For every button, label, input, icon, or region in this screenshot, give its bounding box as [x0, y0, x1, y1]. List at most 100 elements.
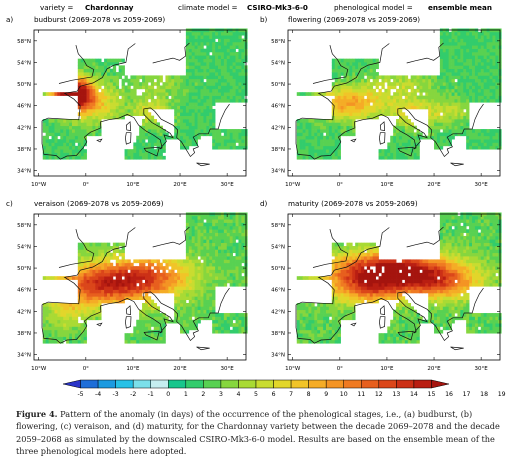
latitude-tick-label: 34°N — [271, 169, 285, 175]
longitude-tick-label: 20°E — [173, 366, 187, 372]
latitude-tick-label: 34°N — [271, 353, 285, 359]
colorbar-swatch — [97, 379, 116, 389]
map-frame — [287, 213, 501, 361]
latitude-tick-label: 42°N — [271, 309, 285, 315]
latitude-tick-label: 46°N — [271, 104, 285, 110]
map-panel-maturity: d) maturity (2069-2078 vs 2059-2069) 58°… — [258, 198, 508, 384]
colorbar-tick-label: 19 — [498, 391, 506, 398]
budburst-anomaly-map: 58°N 54°N 50°N 46°N 42°N 38°N 34°N 10°W 0° 10°E 20… — [17, 28, 248, 188]
colorbar-swatch — [150, 379, 169, 389]
panel-title: a) budburst (2069-2078 vs 2059-2069) — [4, 14, 254, 26]
latitude-tick-label: 50°N — [271, 266, 285, 272]
maturity-anomaly-map: 58°N 54°N 50°N 46°N 42°N 38°N 34°N 10°W 0° 10°E 20… — [271, 212, 502, 372]
phenological-model-value: ensemble mean — [428, 3, 492, 12]
map-frame — [33, 29, 247, 177]
latitude-tick-label: 58°N — [17, 223, 31, 229]
latitude-ticks: 58°N 54°N 50°N 46°N 42°N 38°N 34°N — [17, 39, 246, 175]
colorbar-swatch — [273, 379, 292, 389]
colorbar: -5 -4 -3 -2 -1 0 1 2 3 4 5 6 7 8 9 10 11 12 13 14 15 16 17 18 19… — [62, 379, 506, 398]
colorbar-tick-label: 12 — [375, 391, 383, 398]
colorbar-swatch — [62, 379, 81, 389]
longitude-tick-label: 20°E — [427, 182, 441, 188]
latitude-ticks: 58°N 54°N 50°N 46°N 42°N 38°N 34°N — [271, 39, 500, 175]
colorbar-swatch — [325, 379, 344, 389]
coastline — [295, 42, 484, 167]
colorbar-swatch — [203, 379, 222, 389]
colorbar-tick-label: 11 — [357, 391, 365, 398]
longitude-ticks: 10°W 0° 10°E 20°E 30°E — [31, 30, 234, 188]
colorbar-tick-label: 8 — [307, 391, 311, 398]
colorbar-swatch — [361, 379, 380, 389]
longitude-tick-label: 30°E — [221, 366, 235, 372]
colorbar-tick-label: 10 — [340, 391, 348, 398]
colorbar-swatch — [220, 379, 239, 389]
longitude-tick-label: 10°W — [285, 182, 301, 188]
colorbar-tick-label: 5 — [254, 391, 258, 398]
latitude-tick-label: 42°N — [271, 125, 285, 131]
longitude-ticks: 10°W 0° 10°E 20°E 30°E — [31, 214, 234, 372]
latitude-tick-label: 58°N — [271, 223, 285, 229]
climate-model-label: climate model = — [178, 3, 238, 12]
panel-label: maturity (2069-2078 vs 2059-2069) — [288, 199, 418, 208]
map-frame — [287, 29, 501, 177]
latitude-tick-label: 38°N — [17, 147, 31, 153]
colorbar-tick-label: 13 — [392, 391, 400, 398]
colorbar-tick-label: 18 — [480, 391, 488, 398]
panel-title: c) veraison (2069-2078 vs 2059-2069) — [4, 198, 254, 210]
latitude-tick-label: 38°N — [17, 331, 31, 337]
colorbar-tick-label: 0 — [166, 391, 170, 398]
longitude-ticks: 10°W 0° 10°E 20°E 30°E — [285, 30, 488, 188]
colorbar-tick-label: 17 — [463, 391, 471, 398]
longitude-tick-label: 10°E — [126, 182, 140, 188]
longitude-tick-label: 10°W — [31, 182, 47, 188]
anomaly-field — [42, 28, 248, 160]
panel-label: veraison (2069-2078 vs 2059-2069) — [34, 199, 164, 208]
figure-header: variety = Chardonnay climate model = CSI… — [0, 0, 512, 14]
longitude-tick-label: 20°E — [427, 366, 441, 372]
colorbar-tick-label: -1 — [148, 391, 154, 398]
colorbar-swatch — [115, 379, 134, 389]
caption-text: Pattern of the anomaly (in days) of the … — [16, 409, 500, 456]
colorbar-tick-label: 15 — [428, 391, 436, 398]
colorbar-tick-label: 7 — [289, 391, 293, 398]
colorbar-swatch — [238, 379, 257, 389]
latitude-ticks: 58°N 54°N 50°N 46°N 42°N 38°N 34°N — [271, 223, 500, 359]
latitude-tick-label: 50°N — [17, 266, 31, 272]
latitude-tick-label: 34°N — [17, 353, 31, 359]
latitude-tick-label: 50°N — [271, 82, 285, 88]
colorbar-tick-label: 1 — [184, 391, 188, 398]
latitude-tick-label: 42°N — [17, 125, 31, 131]
map-panel-flowering: b) flowering (2069-2078 vs 2059-2069) 58… — [258, 14, 508, 200]
latitude-tick-label: 34°N — [17, 169, 31, 175]
latitude-tick-label: 42°N — [17, 309, 31, 315]
panel-label: budburst (2069-2078 vs 2059-2069) — [34, 15, 166, 24]
longitude-tick-label: 30°E — [221, 182, 235, 188]
latitude-tick-label: 46°N — [271, 288, 285, 294]
colorbar-tick-label: 14 — [410, 391, 418, 398]
colorbar-swatch — [80, 379, 99, 389]
longitude-tick-label: 0° — [83, 182, 89, 188]
colorbar-tick-label: -3 — [113, 391, 119, 398]
phenological-model-label: phenological model = — [334, 3, 413, 12]
map-panel-veraison: c) veraison (2069-2078 vs 2059-2069) 58°… — [4, 198, 254, 384]
colorbar-tick-label: -5 — [77, 391, 83, 398]
longitude-tick-label: 10°E — [380, 366, 394, 372]
colorbar-swatch — [290, 379, 309, 389]
latitude-tick-label: 54°N — [271, 60, 285, 66]
latitude-tick-label: 38°N — [271, 331, 285, 337]
longitude-tick-label: 0° — [337, 182, 343, 188]
map-frame — [33, 213, 247, 361]
caption-label: Figure 4. — [16, 409, 58, 419]
figure-caption: Figure 4. Pattern of the anomaly (in day… — [16, 408, 506, 457]
longitude-tick-label: 0° — [337, 366, 343, 372]
colorbar-swatch — [378, 379, 397, 389]
latitude-tick-label: 58°N — [17, 39, 31, 45]
colorbar-swatch — [396, 379, 415, 389]
longitude-tick-label: 10°E — [380, 182, 394, 188]
veraison-anomaly-map: 58°N 54°N 50°N 46°N 42°N 38°N 34°N 10°W 0° 10°E 20… — [17, 212, 248, 372]
colorbar-swatch — [431, 379, 450, 389]
variety-value: Chardonnay — [85, 3, 134, 12]
anomaly-field — [296, 28, 502, 160]
coastline — [295, 226, 484, 351]
latitude-tick-label: 50°N — [17, 82, 31, 88]
